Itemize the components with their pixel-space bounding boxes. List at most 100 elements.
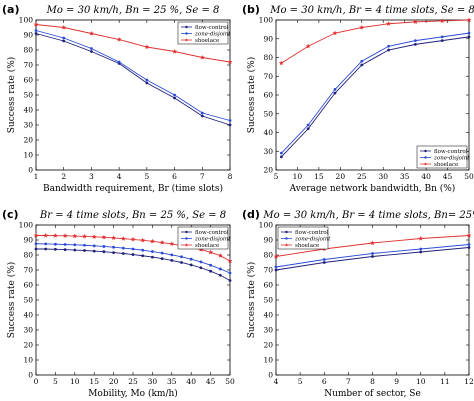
- data-point: [112, 245, 115, 249]
- y-tick-label: 0: [28, 166, 33, 175]
- series-flow-control: [274, 246, 471, 272]
- x-axis-label: Mobility, Mo (km/h): [88, 388, 178, 399]
- data-point: [151, 255, 154, 259]
- legend-entry: zone-disjoint: [294, 236, 331, 242]
- series-line: [275, 247, 470, 271]
- x-tick-label: 15: [314, 172, 324, 181]
- legend-entry: zone-disjoint: [433, 155, 470, 161]
- data-point: [172, 48, 178, 54]
- data-point: [92, 244, 96, 248]
- data-point: [131, 247, 135, 251]
- y-tick-label: 80: [23, 251, 33, 260]
- data-point: [217, 253, 223, 258]
- x-tick-label: 50: [225, 377, 235, 386]
- x-tick-label: 0: [34, 377, 39, 386]
- y-tick-label: 10: [23, 151, 33, 160]
- data-point: [88, 30, 94, 36]
- data-point: [44, 242, 48, 246]
- legend-marker: [423, 162, 428, 166]
- series-flow-control: [34, 32, 232, 127]
- x-tick-label: 6: [322, 377, 327, 386]
- x-tick-label: 40: [421, 172, 431, 181]
- data-point: [83, 249, 86, 252]
- data-point: [101, 234, 107, 240]
- y-tick-label: 0: [268, 371, 273, 380]
- data-point: [322, 261, 326, 264]
- y-tick-label: 20: [263, 166, 273, 175]
- data-point: [160, 257, 164, 260]
- data-point: [33, 232, 39, 238]
- data-point: [82, 233, 87, 239]
- data-point: [200, 114, 204, 118]
- x-axis-label: Number of sector, Se: [324, 389, 421, 399]
- data-point: [121, 252, 125, 255]
- data-point: [102, 250, 106, 254]
- legend-marker: [185, 230, 188, 234]
- data-point: [440, 39, 444, 43]
- data-point: [466, 17, 472, 23]
- legend-entry: shoelace: [195, 38, 219, 44]
- legend-marker: [185, 25, 188, 29]
- y-tick-label: 10: [23, 356, 33, 365]
- data-point: [218, 273, 222, 277]
- y-tick-label: 30: [23, 326, 33, 335]
- data-point: [227, 258, 233, 264]
- panel-label: (d): [242, 208, 260, 221]
- data-point: [333, 91, 337, 95]
- y-tick-label: 90: [263, 34, 273, 43]
- data-point: [92, 249, 96, 253]
- data-point: [228, 279, 232, 282]
- data-point: [111, 235, 117, 240]
- data-point: [279, 151, 283, 155]
- data-point: [200, 111, 204, 115]
- data-point: [278, 60, 284, 66]
- data-point: [121, 246, 125, 250]
- data-point: [305, 43, 311, 49]
- data-point: [83, 243, 86, 247]
- y-tick-label: 10: [263, 356, 273, 365]
- data-point: [440, 35, 444, 39]
- data-point: [209, 263, 213, 267]
- data-point: [52, 233, 58, 238]
- x-tick-label: 4: [274, 377, 279, 386]
- x-tick-label: 8: [228, 172, 233, 181]
- data-point: [467, 31, 471, 35]
- data-point: [73, 243, 77, 247]
- x-tick-label: 15: [89, 377, 99, 386]
- data-point: [34, 242, 38, 246]
- y-tick-label: 90: [263, 236, 273, 245]
- x-tick-label: 20: [109, 377, 119, 386]
- y-tick-label: 100: [19, 16, 34, 25]
- y-tick-label: 40: [263, 128, 273, 137]
- chart-panel-2: (b) Mo = 30 km/h, Br = 4 time slots, Se =…: [242, 3, 474, 194]
- x-tick-label: 9: [394, 377, 399, 386]
- legend-marker: [285, 237, 288, 240]
- series-shoelace: [278, 17, 472, 66]
- data-point: [62, 233, 68, 238]
- data-point: [173, 96, 176, 100]
- data-point: [467, 243, 471, 246]
- legend-entry: shoelace: [434, 162, 458, 168]
- data-point: [102, 245, 106, 248]
- y-tick-label: 80: [263, 251, 273, 260]
- series-shoelace: [33, 21, 233, 65]
- y-tick-label: 70: [263, 266, 273, 275]
- legend-entry: zone-disjoint: [194, 31, 231, 37]
- legend-entry: flow-control: [195, 25, 229, 31]
- x-tick-label: 3: [89, 172, 94, 181]
- x-tick-label: 5: [298, 377, 303, 386]
- series-line: [281, 36, 470, 158]
- data-point: [413, 42, 417, 46]
- data-point: [332, 30, 338, 36]
- x-tick-label: 10: [416, 377, 426, 386]
- data-point: [173, 93, 176, 97]
- data-point: [412, 19, 418, 24]
- data-point: [467, 35, 471, 39]
- data-point: [306, 123, 310, 127]
- data-point: [141, 248, 145, 252]
- x-tick-label: 5: [144, 172, 149, 181]
- y-tick-label: 50: [263, 109, 273, 118]
- data-point: [145, 78, 149, 82]
- legend-entry: flow-control: [295, 230, 329, 236]
